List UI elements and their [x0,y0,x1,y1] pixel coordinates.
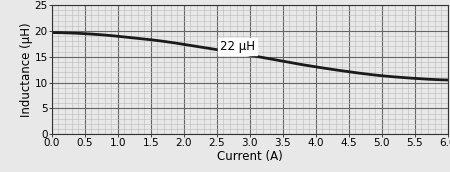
Text: 22 μH: 22 μH [220,40,255,53]
X-axis label: Current (A): Current (A) [217,150,283,163]
Y-axis label: Inductance (μH): Inductance (μH) [20,22,33,117]
